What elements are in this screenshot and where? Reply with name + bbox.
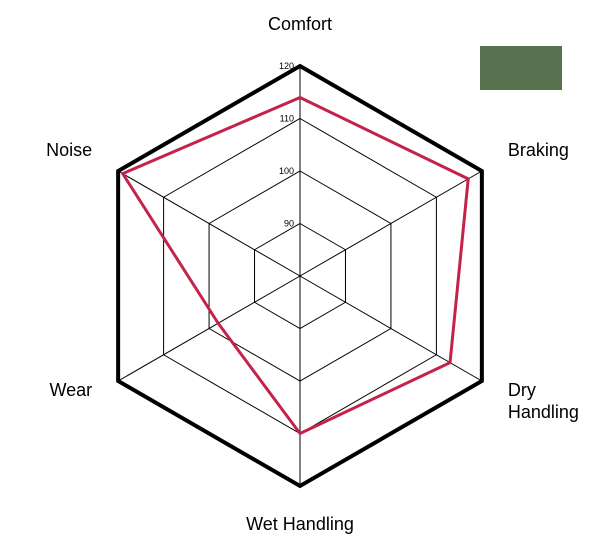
axis-label: Wear	[49, 380, 92, 400]
legend-swatch	[480, 46, 562, 90]
tick-label: 120	[279, 61, 294, 71]
radar-chart-container: 90100110120ComfortBrakingDryHandlingWet …	[0, 0, 600, 544]
tick-label: 110	[280, 114, 294, 124]
axis-label: Wet Handling	[246, 514, 354, 534]
tick-label: 90	[284, 219, 294, 229]
radar-chart: 90100110120ComfortBrakingDryHandlingWet …	[0, 0, 600, 544]
axis-label: Noise	[46, 140, 92, 160]
axis-label: Comfort	[268, 14, 332, 34]
axis-label: Braking	[508, 140, 569, 160]
tick-label: 100	[279, 166, 294, 176]
